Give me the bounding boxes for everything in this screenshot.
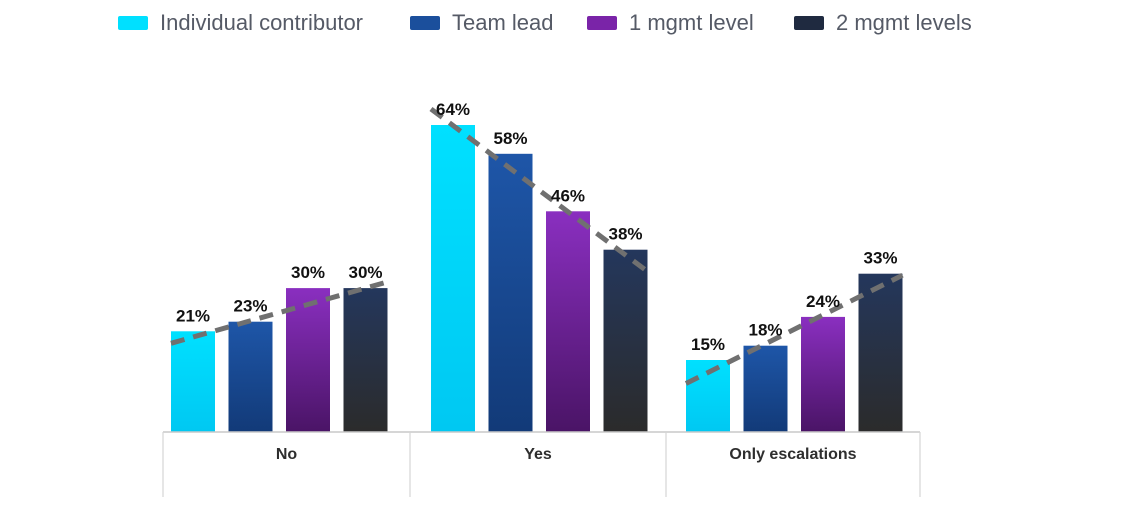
data-label-only-escalations-team-lead: 18% xyxy=(748,321,782,340)
bar-yes-individual-contributor[interactable] xyxy=(431,125,475,432)
legend-label-team-lead: Team lead xyxy=(452,10,554,35)
legend-swatch-team-lead xyxy=(410,16,440,30)
legend-label-individual-contributor: Individual contributor xyxy=(160,10,364,35)
data-label-yes-team-lead: 58% xyxy=(493,129,527,148)
x-tick-label-only-escalations: Only escalations xyxy=(729,446,856,463)
data-label-no-individual-contributor: 21% xyxy=(176,306,210,325)
data-label-no-2-mgmt-levels: 30% xyxy=(348,263,382,282)
legend-swatch-2-mgmt-levels xyxy=(794,16,824,30)
legend-swatch-1-mgmt-level xyxy=(587,16,617,30)
bar-yes-2-mgmt-levels[interactable] xyxy=(603,249,648,432)
data-label-only-escalations-individual-contributor: 15% xyxy=(691,335,725,354)
chart-legend: Individual contributor Team lead 1 mgmt … xyxy=(0,8,1132,38)
legend-label-1-mgmt-level: 1 mgmt level xyxy=(629,10,754,35)
x-tick-label-yes: Yes xyxy=(524,446,552,463)
trendline-no xyxy=(170,279,389,346)
trendlines-layer xyxy=(170,107,904,386)
bars-layer xyxy=(171,125,903,433)
data-label-only-escalations-1-mgmt-level: 24% xyxy=(806,292,840,311)
data-label-yes-individual-contributor: 64% xyxy=(436,100,470,119)
data-label-no-team-lead: 23% xyxy=(233,297,267,316)
legend-item-1-mgmt-level[interactable]: 1 mgmt level xyxy=(587,8,754,38)
x-axis: No Yes Only escalations xyxy=(162,431,921,497)
bar-no-team-lead[interactable] xyxy=(228,321,273,432)
bar-yes-1-mgmt-level[interactable] xyxy=(546,211,590,432)
bar-only-escalations-team-lead[interactable] xyxy=(743,345,788,432)
trendline-only-escalations xyxy=(684,272,904,386)
data-label-yes-2-mgmt-levels: 38% xyxy=(608,225,642,244)
legend-item-team-lead[interactable]: Team lead xyxy=(410,8,554,38)
legend-item-individual-contributor[interactable]: Individual contributor xyxy=(118,8,363,38)
x-tick-label-no: No xyxy=(276,446,298,463)
bar-no-1-mgmt-level[interactable] xyxy=(286,288,330,432)
data-label-no-1-mgmt-level: 30% xyxy=(291,263,325,282)
legend-swatch-individual-contributor xyxy=(118,16,148,30)
bar-no-2-mgmt-levels[interactable] xyxy=(343,288,388,432)
bar-no-individual-contributor[interactable] xyxy=(171,331,215,432)
bar-yes-team-lead[interactable] xyxy=(488,153,533,433)
legend-label-2-mgmt-levels: 2 mgmt levels xyxy=(836,10,972,35)
data-labels-layer: 21% 23% 30% 30% 64% 58% 46% 38% 15% 18% 24% 33% xyxy=(176,100,898,354)
data-label-yes-1-mgmt-level: 46% xyxy=(551,186,585,205)
legend-item-2-mgmt-levels[interactable]: 2 mgmt levels xyxy=(794,8,972,38)
data-label-only-escalations-2-mgmt-levels: 33% xyxy=(863,249,897,268)
bar-only-escalations-1-mgmt-level[interactable] xyxy=(801,316,845,432)
bar-only-escalations-2-mgmt-levels[interactable] xyxy=(858,273,903,432)
